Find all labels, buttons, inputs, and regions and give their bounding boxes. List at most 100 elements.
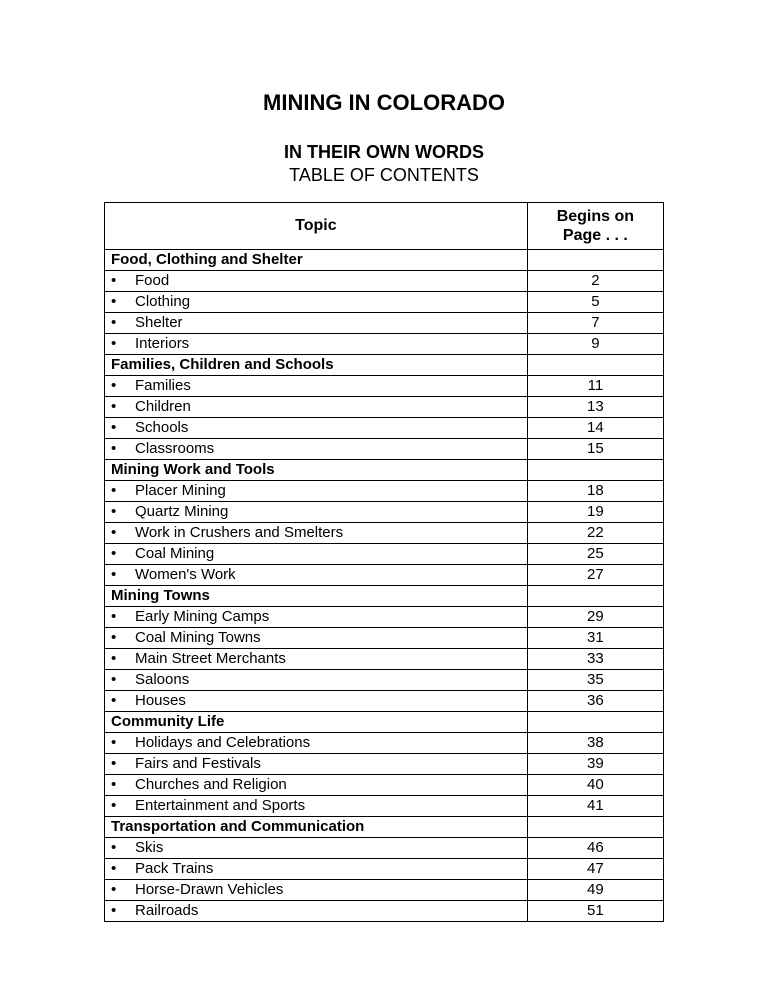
toc-item-label: •Placer Mining <box>105 481 528 502</box>
toc-item-text: Entertainment and Sports <box>135 797 305 814</box>
toc-item-row: •Holidays and Celebrations38 <box>105 733 664 754</box>
toc-item-row: •Children13 <box>105 397 664 418</box>
toc-item-text: Shelter <box>135 314 183 331</box>
toc-item-label: •Skis <box>105 838 528 859</box>
toc-item-row: •Coal Mining25 <box>105 544 664 565</box>
section-header: Mining Towns <box>105 586 528 607</box>
toc-item-row: •Clothing5 <box>105 292 664 313</box>
bullet-icon: • <box>111 418 135 438</box>
toc-item-row: •Early Mining Camps29 <box>105 607 664 628</box>
bullet-icon: • <box>111 439 135 459</box>
toc-item-text: Food <box>135 272 169 289</box>
toc-item-page: 29 <box>527 607 663 628</box>
bullet-icon: • <box>111 607 135 627</box>
toc-item-text: Coal Mining <box>135 545 214 562</box>
page-subtitle: TABLE OF CONTENTS <box>100 165 668 186</box>
toc-item-text: Skis <box>135 839 163 856</box>
toc-item-row: •Interiors9 <box>105 334 664 355</box>
toc-item-row: •Skis46 <box>105 838 664 859</box>
toc-item-label: •Early Mining Camps <box>105 607 528 628</box>
column-header-topic: Topic <box>105 203 528 250</box>
bullet-icon: • <box>111 754 135 774</box>
toc-item-page: 39 <box>527 754 663 775</box>
toc-item-row: •Pack Trains47 <box>105 859 664 880</box>
toc-item-page: 49 <box>527 880 663 901</box>
toc-item-label: •Food <box>105 271 528 292</box>
toc-item-text: Interiors <box>135 335 189 352</box>
bullet-icon: • <box>111 481 135 501</box>
section-header: Food, Clothing and Shelter <box>105 250 528 271</box>
toc-item-row: •Railroads51 <box>105 901 664 922</box>
toc-item-row: •Schools14 <box>105 418 664 439</box>
toc-item-row: •Houses36 <box>105 691 664 712</box>
toc-item-text: Early Mining Camps <box>135 608 269 625</box>
document-page: MINING IN COLORADO IN THEIR OWN WORDS TA… <box>0 0 768 994</box>
toc-item-label: •Work in Crushers and Smelters <box>105 523 528 544</box>
toc-item-text: Holidays and Celebrations <box>135 734 310 751</box>
toc-item-text: Houses <box>135 692 186 709</box>
bullet-icon: • <box>111 796 135 816</box>
section-header-row: Food, Clothing and Shelter <box>105 250 664 271</box>
section-header: Transportation and Communication <box>105 817 528 838</box>
section-header-page-cell <box>527 460 663 481</box>
toc-item-row: •Shelter7 <box>105 313 664 334</box>
bullet-icon: • <box>111 334 135 354</box>
toc-item-page: 7 <box>527 313 663 334</box>
section-header-page-cell <box>527 355 663 376</box>
toc-item-page: 46 <box>527 838 663 859</box>
toc-item-row: •Women's Work27 <box>105 565 664 586</box>
toc-item-label: •Interiors <box>105 334 528 355</box>
section-header-page-cell <box>527 250 663 271</box>
page-title: MINING IN COLORADO <box>100 90 668 116</box>
toc-item-label: •Schools <box>105 418 528 439</box>
toc-item-page: 38 <box>527 733 663 754</box>
toc-item-row: •Fairs and Festivals39 <box>105 754 664 775</box>
toc-item-page: 14 <box>527 418 663 439</box>
toc-item-text: Horse-Drawn Vehicles <box>135 881 283 898</box>
toc-item-label: •Classrooms <box>105 439 528 460</box>
toc-item-page: 27 <box>527 565 663 586</box>
toc-item-page: 9 <box>527 334 663 355</box>
section-header-page-cell <box>527 586 663 607</box>
toc-item-text: Pack Trains <box>135 860 213 877</box>
bullet-icon: • <box>111 670 135 690</box>
toc-item-page: 15 <box>527 439 663 460</box>
toc-item-row: •Churches and Religion40 <box>105 775 664 796</box>
bullet-icon: • <box>111 271 135 291</box>
toc-item-row: •Coal Mining Towns31 <box>105 628 664 649</box>
toc-item-text: Families <box>135 377 191 394</box>
toc-item-page: 35 <box>527 670 663 691</box>
section-header-page-cell <box>527 712 663 733</box>
toc-item-page: 13 <box>527 397 663 418</box>
toc-item-row: •Entertainment and Sports41 <box>105 796 664 817</box>
toc-item-text: Women's Work <box>135 566 236 583</box>
bullet-icon: • <box>111 775 135 795</box>
toc-item-page: 2 <box>527 271 663 292</box>
toc-item-row: •Families11 <box>105 376 664 397</box>
toc-item-label: •Coal Mining <box>105 544 528 565</box>
section-header-row: Families, Children and Schools <box>105 355 664 376</box>
table-header-row: Topic Begins on Page . . . <box>105 203 664 250</box>
toc-item-label: •Women's Work <box>105 565 528 586</box>
toc-item-row: •Horse-Drawn Vehicles49 <box>105 880 664 901</box>
toc-item-label: •Railroads <box>105 901 528 922</box>
toc-item-label: •Pack Trains <box>105 859 528 880</box>
toc-item-row: •Work in Crushers and Smelters22 <box>105 523 664 544</box>
toc-item-page: 33 <box>527 649 663 670</box>
bullet-icon: • <box>111 565 135 585</box>
bullet-icon: • <box>111 859 135 879</box>
column-header-page-line2: Page . . . <box>563 227 628 244</box>
section-header: Mining Work and Tools <box>105 460 528 481</box>
toc-item-page: 25 <box>527 544 663 565</box>
toc-item-page: 11 <box>527 376 663 397</box>
toc-item-label: •Children <box>105 397 528 418</box>
bullet-icon: • <box>111 691 135 711</box>
toc-item-row: •Classrooms15 <box>105 439 664 460</box>
bullet-icon: • <box>111 523 135 543</box>
toc-item-label: •Churches and Religion <box>105 775 528 796</box>
toc-item-label: •Quartz Mining <box>105 502 528 523</box>
column-header-page-line1: Begins on <box>557 208 634 225</box>
toc-item-label: •Families <box>105 376 528 397</box>
section-header-row: Community Life <box>105 712 664 733</box>
toc-item-label: •Coal Mining Towns <box>105 628 528 649</box>
